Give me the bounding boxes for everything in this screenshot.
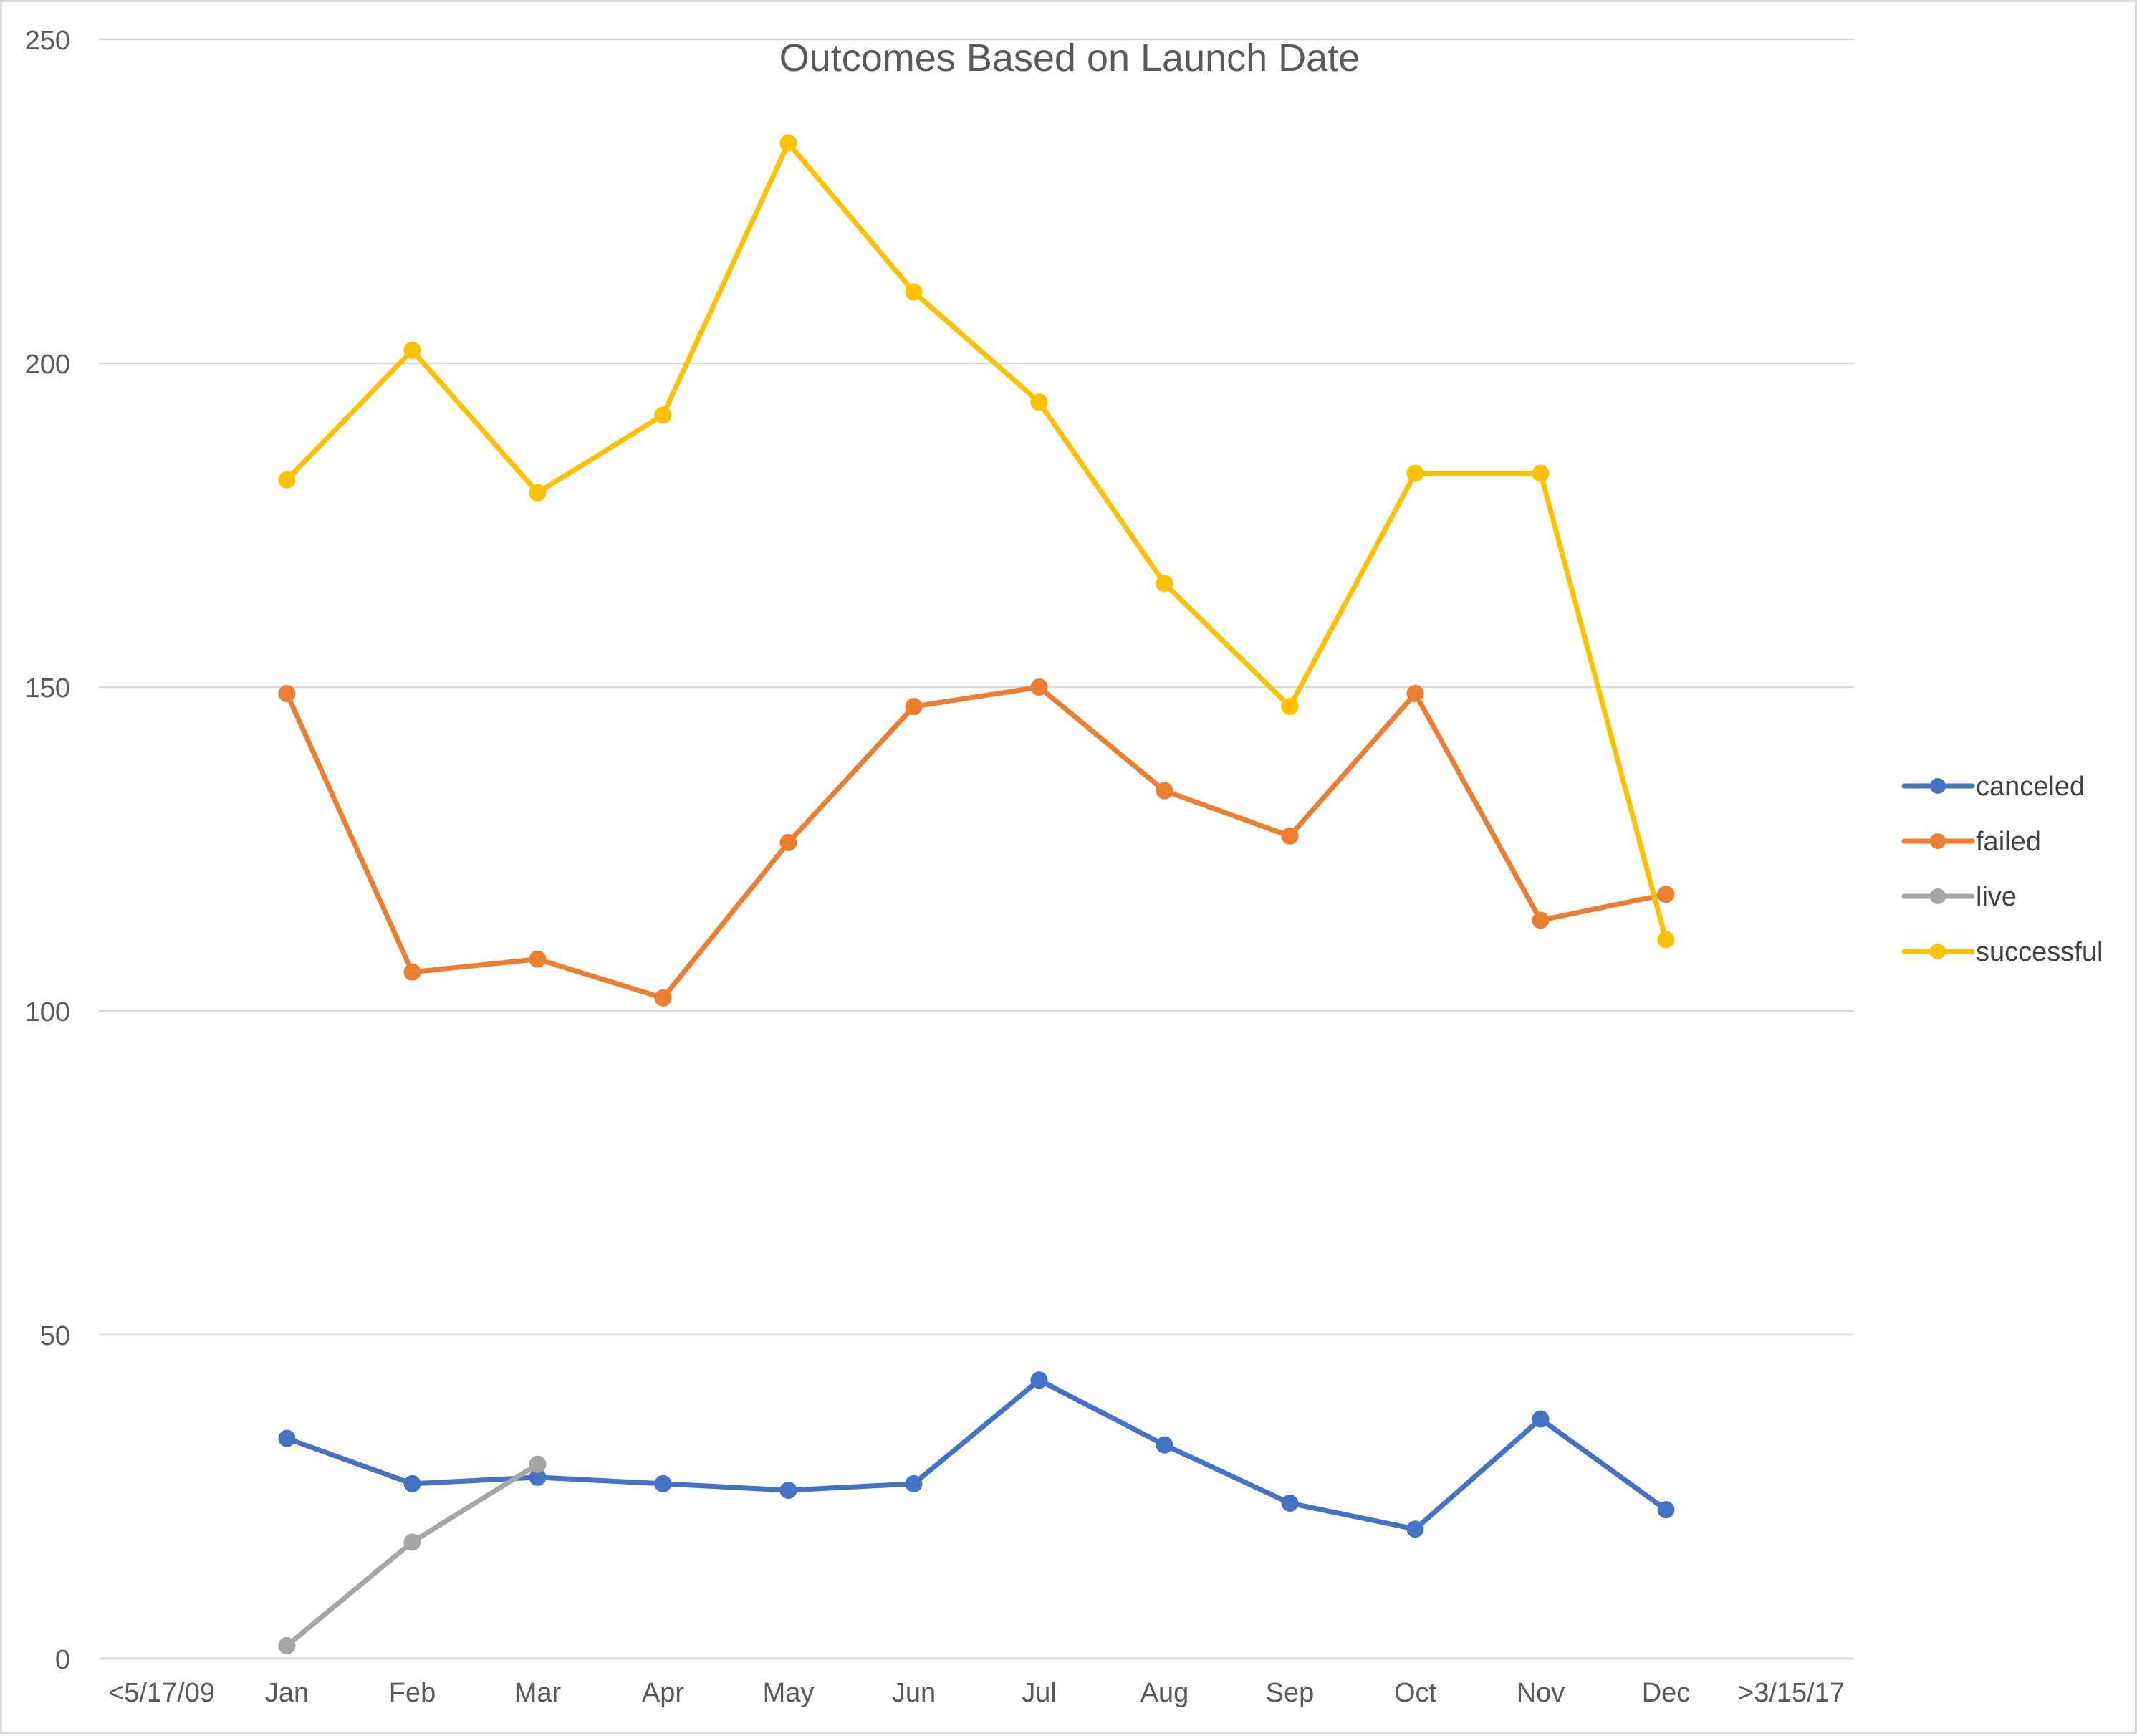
series-live [278,1455,547,1654]
legend-marker-live [1930,888,1946,904]
failed-point [1657,886,1675,903]
failed-point [1156,782,1173,800]
successful-point [654,406,672,424]
x-tick-label: Apr [642,1678,684,1708]
series-successful [278,134,1675,949]
successful-line [284,140,1668,943]
successful-point [403,341,421,359]
x-tick-label: Oct [1394,1678,1437,1708]
x-tick-label: <5/17/09 [108,1678,215,1708]
successful-point [278,471,296,489]
legend-item-failed: failed [1901,827,2041,857]
failed-point [779,833,797,851]
legend-marker-successful [1930,944,1946,959]
legend-label-canceled: canceled [1976,772,2085,802]
failed-line [284,684,1668,1001]
failed-point [905,698,923,716]
axes: 0 50 100 150 200 250 <5/17/09 Jan Feb Mar Apr May Ju… [25,26,1854,1708]
legend-label-failed: failed [1976,827,2041,857]
x-tick-label: Nov [1517,1678,1565,1708]
successful-point [529,484,547,502]
live-point [278,1636,296,1654]
y-tick-label: 50 [40,1321,70,1351]
canceled-point [278,1429,296,1447]
y-tick-label: 250 [25,26,70,56]
x-tick-label: Jan [265,1678,309,1708]
live-point [529,1455,547,1473]
x-tick-label: May [763,1678,815,1708]
failed-point [1532,911,1550,929]
successful-point [1657,931,1675,949]
y-tick-label: 150 [25,673,70,704]
canceled-point [905,1474,923,1492]
canceled-point [1030,1371,1048,1389]
canceled-point [1532,1410,1550,1428]
gridlines [99,38,1854,1336]
y-tick-label: 100 [25,997,70,1027]
canceled-point [1406,1520,1424,1538]
canceled-point [403,1474,421,1492]
successful-point [1156,575,1173,593]
y-tick-label: 200 [25,350,70,380]
x-tick-label: Mar [514,1678,562,1708]
canceled-point [779,1481,797,1499]
successful-point [1030,393,1048,411]
canceled-point [1281,1495,1299,1512]
x-tick-label: >3/15/17 [1738,1678,1845,1708]
series-canceled [278,1371,1675,1538]
failed-point [403,963,421,981]
canceled-line [284,1377,1668,1532]
x-tick-label: Jun [892,1678,936,1708]
series-lines [278,134,1675,1654]
successful-point [779,134,797,152]
x-tick-label: Jul [1022,1678,1057,1708]
failed-point [529,950,547,968]
failed-point [1406,685,1424,703]
legend-item-canceled: canceled [1901,772,2085,802]
x-tick-label: Feb [389,1678,436,1708]
chart-title: Outcomes Based on Launch Date [779,37,1360,80]
y-tick-label: 0 [55,1645,70,1675]
successful-point [1532,464,1550,482]
live-point [403,1533,421,1551]
successful-point [1281,698,1299,716]
failed-point [1281,827,1299,845]
x-tick-label: Sep [1266,1678,1315,1708]
legend-label-successful: successful [1976,937,2103,967]
legend-marker-failed [1930,833,1946,849]
legend: canceled failed live successful [1901,772,2103,967]
canceled-point [654,1474,672,1492]
failed-point [654,989,672,1007]
legend-item-live: live [1901,882,2017,912]
canceled-point [1657,1501,1675,1519]
successful-point [1406,464,1424,482]
x-tick-label: Dec [1642,1678,1691,1708]
canceled-point [1156,1436,1173,1454]
successful-point [905,283,923,301]
legend-marker-canceled [1930,778,1946,794]
failed-point [278,685,296,703]
failed-point [1030,678,1048,696]
legend-label-live: live [1976,882,2017,912]
legend-item-successful: successful [1901,937,2103,967]
x-tick-label: Aug [1140,1678,1189,1708]
series-failed [278,678,1675,1007]
